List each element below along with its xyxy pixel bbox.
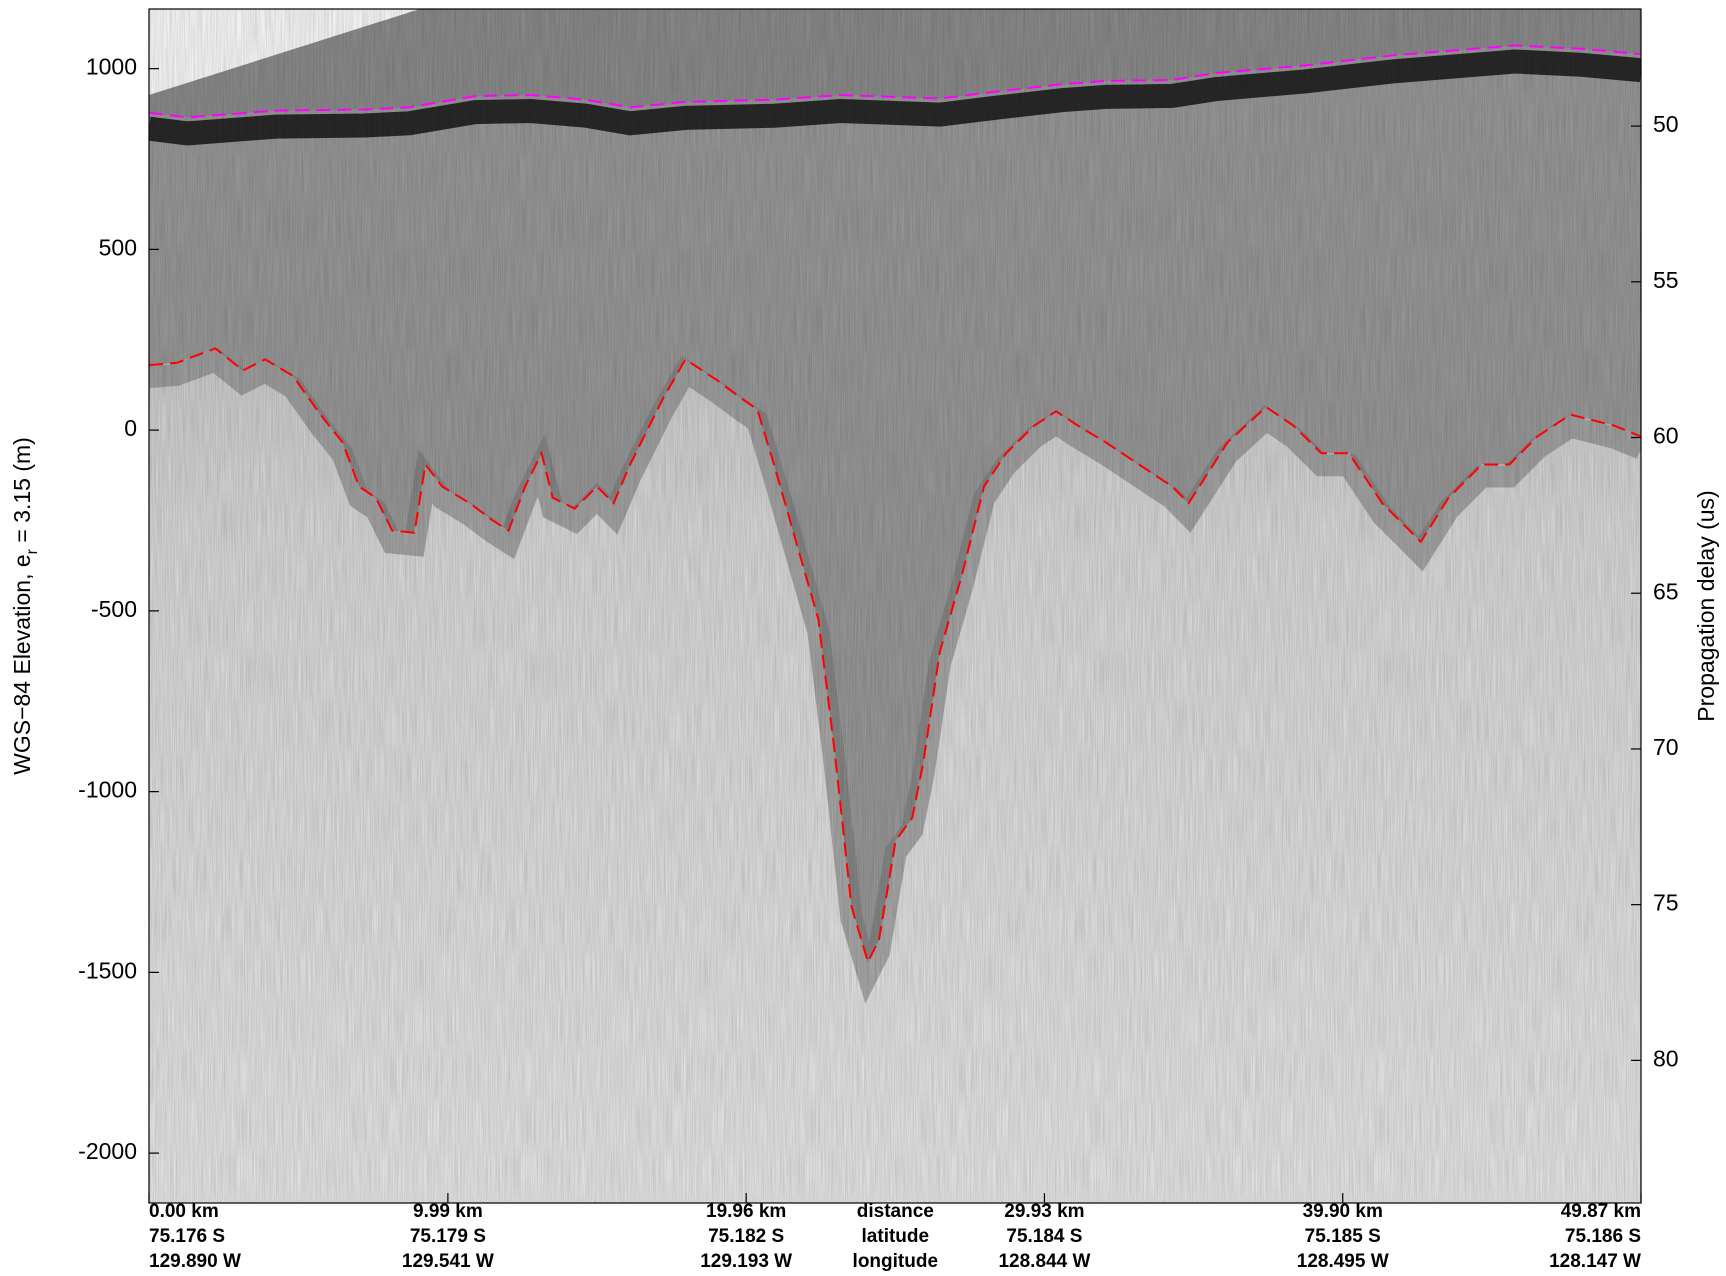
picks	[149, 44, 1641, 965]
x-tick-longitude: 128.147 W	[1549, 1251, 1641, 1272]
x-tick-latitude: 75.176 S	[149, 1226, 225, 1247]
radar-texture	[149, 9, 1641, 1203]
y2-tick-label: 50	[1653, 111, 1679, 137]
y2-tick-label: 60	[1653, 423, 1679, 449]
x-tick-latitude: 75.185 S	[1305, 1226, 1381, 1247]
y-tick-label: -1500	[78, 957, 137, 983]
y2-tick-label: 55	[1653, 267, 1679, 293]
y-label-part: = 3.15 (m)	[9, 437, 35, 549]
y-tick-label: 500	[99, 234, 137, 260]
x-tick-label: 0.00 km	[149, 1201, 219, 1222]
x-tick-longitude: 128.495 W	[1297, 1251, 1389, 1272]
x-tick-latitude: 75.184 S	[1006, 1226, 1082, 1247]
y-axis-label: WGS−84 Elevation, er = 3.15 (m)	[9, 437, 41, 775]
y-tick-label: -500	[91, 596, 137, 622]
x-row-label: longitude	[853, 1251, 938, 1272]
plot-frame	[148, 8, 1642, 1204]
y2-tick-label: 70	[1653, 734, 1679, 760]
y-tick-label: -2000	[78, 1138, 137, 1164]
y-tick-label: 1000	[86, 54, 137, 80]
x-tick-latitude: 75.182 S	[708, 1226, 784, 1247]
x-tick-longitude: 128.844 W	[998, 1251, 1090, 1272]
x-tick-label: 29.93 km	[1004, 1201, 1084, 1222]
x-tick-label: 9.99 km	[413, 1201, 483, 1222]
y-tick-label: -1000	[78, 777, 137, 803]
y-tick-label: 0	[124, 415, 137, 441]
y2-tick-label: 75	[1653, 890, 1679, 916]
x-tick-latitude: 75.179 S	[410, 1226, 486, 1247]
y2-tick-label: 80	[1653, 1045, 1679, 1071]
x-tick-longitude: 129.541 W	[402, 1251, 494, 1272]
x-tick-latitude: 75.186 S	[1565, 1226, 1641, 1247]
pick-line	[149, 347, 1641, 965]
x-row-label: latitude	[862, 1226, 930, 1247]
y2-tick-label: 65	[1653, 578, 1679, 604]
x-tick-label: 19.96 km	[706, 1201, 786, 1222]
x-tick-longitude: 129.890 W	[149, 1251, 241, 1272]
x-tick-label: 49.87 km	[1561, 1201, 1641, 1222]
x-tick-longitude: 129.193 W	[700, 1251, 792, 1272]
y-label-subscript: r	[24, 548, 41, 554]
x-row-label: distance	[857, 1201, 934, 1222]
x-tick-label: 39.90 km	[1303, 1201, 1383, 1222]
y2-axis-label: Propagation delay (us)	[1693, 490, 1719, 721]
y-label-part: WGS−84 Elevation, e	[9, 554, 35, 775]
pick-line	[149, 44, 1641, 119]
